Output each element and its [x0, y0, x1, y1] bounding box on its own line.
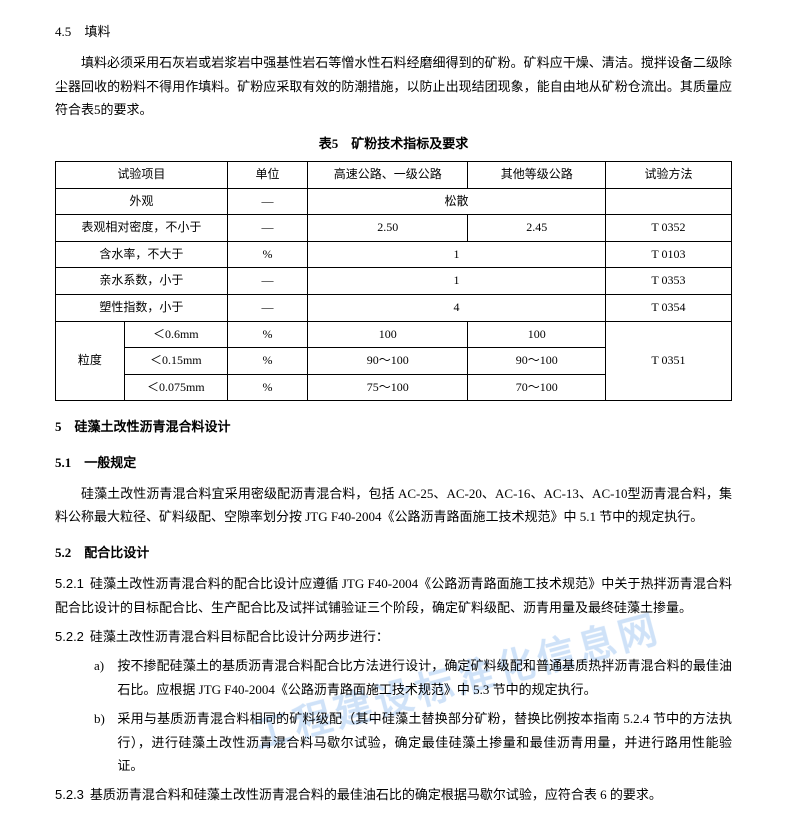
cell: 2.45: [468, 215, 605, 242]
list-text: 按不掺配硅藻土的基质沥青混合料配合比方法进行设计，确定矿料级配和普通基质热拌沥青…: [117, 654, 732, 701]
list-label: a): [94, 654, 117, 701]
cell: —: [227, 188, 307, 215]
cell: 1: [308, 268, 606, 295]
cell: 表观相对密度，不小于: [56, 215, 228, 242]
clause-num: 5.2.2: [55, 629, 84, 644]
table5-caption: 表5 矿粉技术指标及要求: [55, 132, 732, 155]
cell: T 0354: [605, 294, 731, 321]
section-title: 填料: [85, 24, 111, 39]
cell: 100: [468, 321, 605, 348]
cell: 90～100: [308, 348, 468, 375]
cell: 松散: [308, 188, 606, 215]
cell-lidu: 粒度: [56, 321, 125, 401]
cell: 75～100: [308, 374, 468, 401]
cell: 外观: [56, 188, 228, 215]
para-5-2-2: 5.2.2 硅藻土改性沥青混合料目标配合比设计分两步进行：: [55, 625, 732, 648]
heading-5-1: 5.1 一般规定: [55, 451, 732, 474]
cell: %: [227, 241, 307, 268]
cell: 90～100: [468, 348, 605, 375]
heading-5-2: 5.2 配合比设计: [55, 541, 732, 564]
clause-text: 基质沥青混合料和硅藻土改性沥青混合料的最佳油石比的确定根据马歇尔试验，应符合表 …: [90, 787, 662, 802]
cell: T 0352: [605, 215, 731, 242]
para-5-2-1: 5.2.1硅藻土改性沥青混合料的配合比设计应遵循 JTG F40-2004《公路…: [55, 572, 732, 619]
cell: 4: [308, 294, 606, 321]
heading-5: 5 硅藻土改性沥青混合料设计: [55, 415, 732, 438]
th-unit: 单位: [227, 161, 307, 188]
para-4-5: 填料必须采用石灰岩或岩浆岩中强基性岩石等憎水性石料经磨细得到的矿粉。矿料应干燥、…: [55, 51, 732, 121]
para-5-1: 硅藻土改性沥青混合料宜采用密级配沥青混合料，包括 AC-25、AC-20、AC-…: [55, 482, 732, 529]
section-title: 硅藻土改性沥青混合料设计: [75, 419, 231, 434]
table5: 试验项目 单位 高速公路、一级公路 其他等级公路 试验方法 外观 — 松散 表观…: [55, 161, 732, 401]
cell: 1: [308, 241, 606, 268]
clause-text: 硅藻土改性沥青混合料目标配合比设计分两步进行：: [90, 629, 389, 644]
section-num: 5.1: [55, 455, 71, 470]
clause-num: 5.2.1: [55, 576, 84, 591]
cell: %: [227, 348, 307, 375]
table-row: 塑性指数，小于 — 4 T 0354: [56, 294, 732, 321]
cell: —: [227, 215, 307, 242]
table-row: 粒度 ＜0.6mm % 100 100 T 0351: [56, 321, 732, 348]
cell: 70～100: [468, 374, 605, 401]
th-method: 试验方法: [605, 161, 731, 188]
section-title: 配合比设计: [84, 545, 149, 560]
para-5-2-3: 5.2.3 基质沥青混合料和硅藻土改性沥青混合料的最佳油石比的确定根据马歇尔试验，…: [55, 783, 732, 806]
list-item-b: b) 采用与基质沥青混合料相同的矿料级配（其中硅藻土替换部分矿粉，替换比例按本指…: [55, 707, 732, 777]
table-row: 表观相对密度，不小于 — 2.50 2.45 T 0352: [56, 215, 732, 242]
cell: [605, 188, 731, 215]
list-item-a: a) 按不掺配硅藻土的基质沥青混合料配合比方法进行设计，确定矿料级配和普通基质热…: [55, 654, 732, 701]
cell: ＜0.075mm: [124, 374, 227, 401]
cell: %: [227, 374, 307, 401]
section-num: 4.5: [55, 24, 71, 39]
cell: —: [227, 268, 307, 295]
cell: 2.50: [308, 215, 468, 242]
list-label: b): [94, 707, 117, 777]
clause-text: 硅藻土改性沥青混合料的配合比设计应遵循 JTG F40-2004《公路沥青路面施…: [55, 576, 732, 614]
cell: 亲水系数，小于: [56, 268, 228, 295]
cell: T 0103: [605, 241, 731, 268]
cell: %: [227, 321, 307, 348]
section-num: 5: [55, 419, 62, 434]
heading-4-5: 4.5 填料: [55, 20, 732, 43]
table-row: 外观 — 松散: [56, 188, 732, 215]
section-num: 5.2: [55, 545, 71, 560]
cell: ＜0.6mm: [124, 321, 227, 348]
th-other: 其他等级公路: [468, 161, 605, 188]
cell: 100: [308, 321, 468, 348]
th-item: 试验项目: [56, 161, 228, 188]
cell: T 0353: [605, 268, 731, 295]
section-title: 一般规定: [84, 455, 136, 470]
cell: T 0351: [605, 321, 731, 401]
th-highway: 高速公路、一级公路: [308, 161, 468, 188]
cell: 含水率，不大于: [56, 241, 228, 268]
list-text: 采用与基质沥青混合料相同的矿料级配（其中硅藻土替换部分矿粉，替换比例按本指南 5…: [117, 707, 732, 777]
table-row: 含水率，不大于 % 1 T 0103: [56, 241, 732, 268]
cell: 塑性指数，小于: [56, 294, 228, 321]
cell: ＜0.15mm: [124, 348, 227, 375]
cell: —: [227, 294, 307, 321]
clause-num: 5.2.3: [55, 787, 84, 802]
table-row: 亲水系数，小于 — 1 T 0353: [56, 268, 732, 295]
table-row: 试验项目 单位 高速公路、一级公路 其他等级公路 试验方法: [56, 161, 732, 188]
